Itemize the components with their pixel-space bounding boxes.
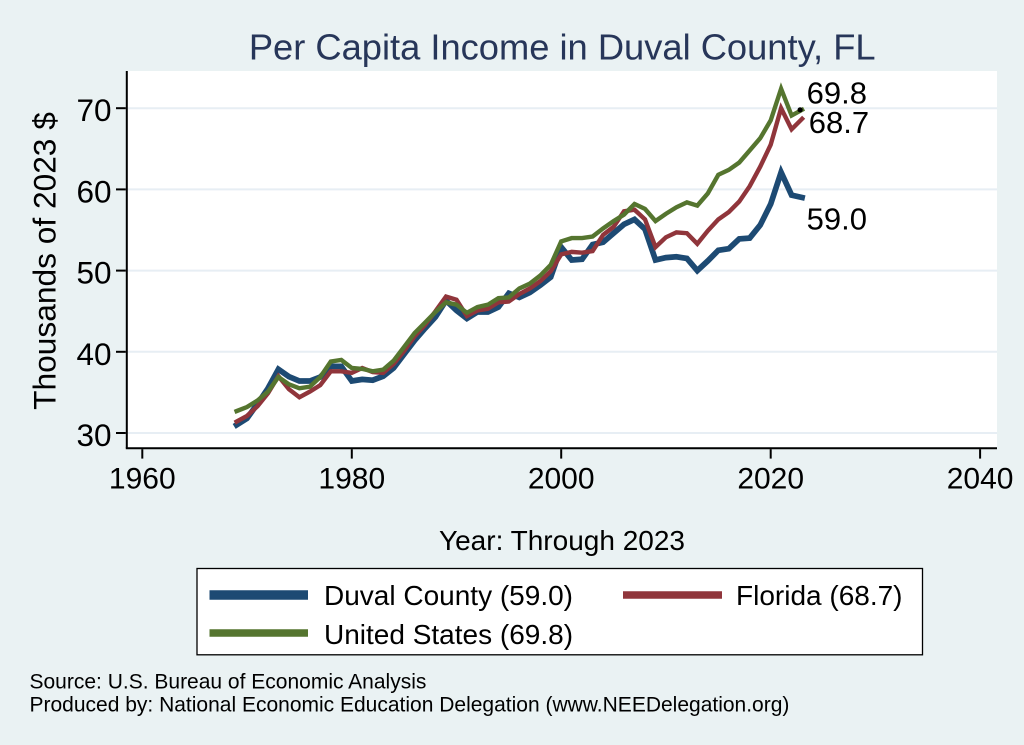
svg-text:United States (69.8): United States (69.8) [324,619,573,650]
svg-text:Florida (68.7): Florida (68.7) [736,580,903,611]
svg-text:69.8: 69.8 [807,75,867,110]
svg-text:Produced by: National Economic: Produced by: National Economic Education… [30,694,790,717]
svg-text:59.0: 59.0 [807,201,867,236]
svg-text:Per Capita Income in Duval Cou: Per Capita Income in Duval County, FL [249,26,876,67]
svg-text:2000: 2000 [528,463,595,496]
svg-text:70: 70 [76,92,111,128]
svg-text:40: 40 [76,336,111,372]
svg-text:Duval County (59.0): Duval County (59.0) [324,580,573,611]
svg-text:2020: 2020 [737,463,804,496]
svg-text:30: 30 [76,417,111,453]
svg-text:Source: U.S. Bureau of Economi: Source: U.S. Bureau of Economic Analysis [30,671,427,694]
svg-text:50: 50 [76,255,111,291]
svg-text:1980: 1980 [318,463,385,496]
svg-text:1960: 1960 [109,463,176,496]
svg-text:Year: Through 2023: Year: Through 2023 [439,525,685,556]
svg-text:2040: 2040 [947,463,1014,496]
svg-text:60: 60 [76,173,111,209]
svg-text:68.7: 68.7 [809,105,869,140]
svg-text:Thousands of 2023 $: Thousands of 2023 $ [27,112,63,410]
